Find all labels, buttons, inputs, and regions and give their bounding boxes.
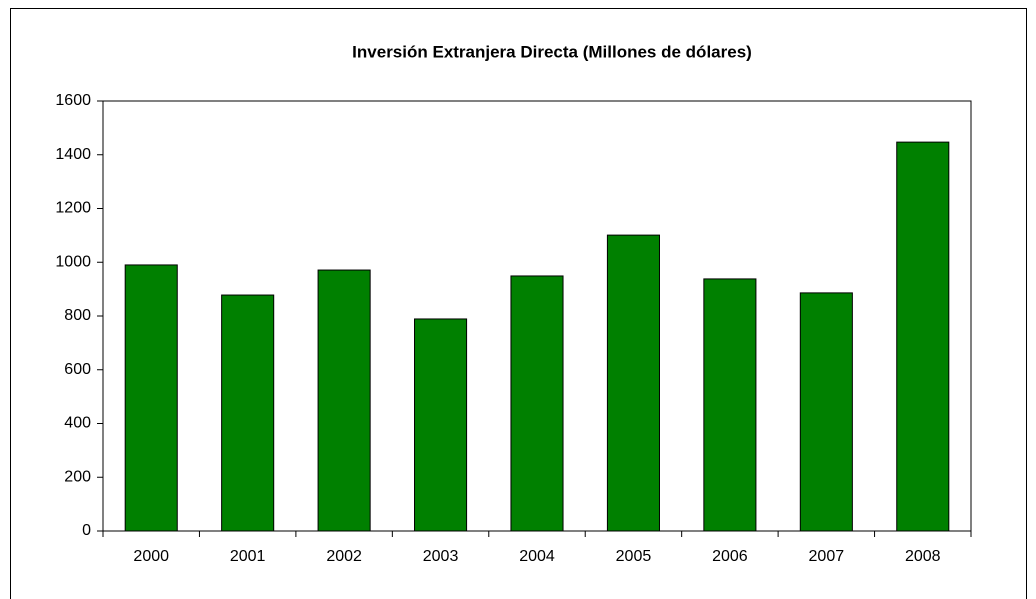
bar: [317, 269, 371, 532]
bar: [221, 294, 275, 532]
y-tick-label: 600: [64, 361, 91, 378]
bar: [510, 275, 564, 532]
x-tick-label: 2003: [423, 548, 459, 565]
x-tick-label: 2008: [905, 548, 941, 565]
y-tick-label: 1200: [55, 200, 91, 217]
x-tick-label: 2006: [712, 548, 748, 565]
x-tick-label: 2004: [519, 548, 555, 565]
bar: [703, 278, 757, 532]
chart-title: Inversión Extranjera Directa (Millones d…: [352, 42, 752, 61]
bar: [124, 264, 178, 532]
bar: [896, 141, 950, 532]
x-tick-label: 2007: [809, 548, 845, 565]
y-tick-label: 1600: [55, 92, 91, 109]
y-tick-label: 400: [64, 415, 91, 432]
y-tick-label: 200: [64, 468, 91, 485]
x-tick-label: 2001: [230, 548, 266, 565]
y-tick-label: 1400: [55, 146, 91, 163]
y-tick-label: 0: [82, 522, 91, 539]
bar: [414, 318, 468, 532]
bar: [606, 234, 660, 532]
y-tick-label: 800: [64, 307, 91, 324]
x-tick-label: 2000: [133, 548, 169, 565]
bar: [799, 292, 853, 532]
x-tick-label: 2002: [326, 548, 362, 565]
y-tick-label: 1000: [55, 253, 91, 270]
x-tick-label: 2005: [616, 548, 652, 565]
